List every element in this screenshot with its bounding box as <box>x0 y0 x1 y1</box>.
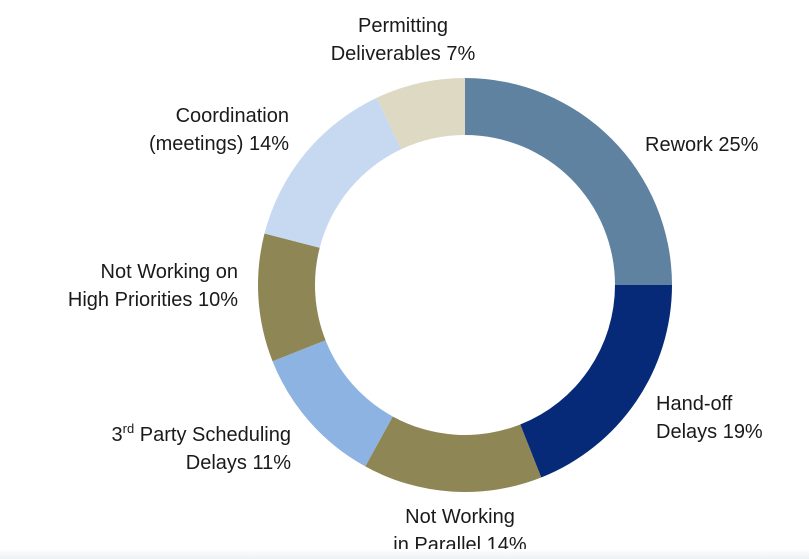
slice-label-line: (meetings) 14% <box>149 133 289 155</box>
slice-label-line: Not Working <box>405 506 515 528</box>
slice-label-line: Hand-off <box>656 393 733 415</box>
slice-label-2: Hand-off Delays 19% <box>656 393 763 443</box>
slice-label-6: Coordination (meetings) 14% <box>149 105 289 155</box>
slice-label-line: Deliverables 7% <box>331 43 476 65</box>
donut-slice-7 <box>376 78 465 150</box>
slice-label-1: Rework 25% <box>645 134 759 156</box>
slice-label-5: Not Working on High Priorities 10% <box>68 261 238 311</box>
slice-label-line: High Priorities 10% <box>68 289 238 311</box>
slice-labels: Rework 25%Hand-off Delays 19%Not Working i… <box>68 15 763 556</box>
slice-label-line: Not Working on <box>101 261 238 283</box>
slice-label-line: Rework 25% <box>645 134 759 156</box>
slice-label-7: Permitting Deliverables 7% <box>331 15 476 65</box>
donut-slice-1 <box>465 78 672 285</box>
donut-slice-3 <box>365 416 542 492</box>
bottom-edge <box>0 549 809 559</box>
donut-slice-5 <box>258 233 326 362</box>
donut-slice-6 <box>264 97 402 248</box>
slice-label-line: Delays 11% <box>186 452 291 474</box>
slice-label-line: 3rd Party Scheduling <box>112 421 291 446</box>
donut-slice-2 <box>520 285 672 478</box>
slice-label-4: 3rd Party Scheduling Delays 11% <box>112 421 292 474</box>
donut-slice-4 <box>272 340 393 467</box>
slice-label-line: Coordination <box>176 105 289 127</box>
donut-slices <box>258 78 672 492</box>
slice-label-line: Delays 19% <box>656 421 763 443</box>
slice-label-line: Permitting <box>358 15 448 37</box>
